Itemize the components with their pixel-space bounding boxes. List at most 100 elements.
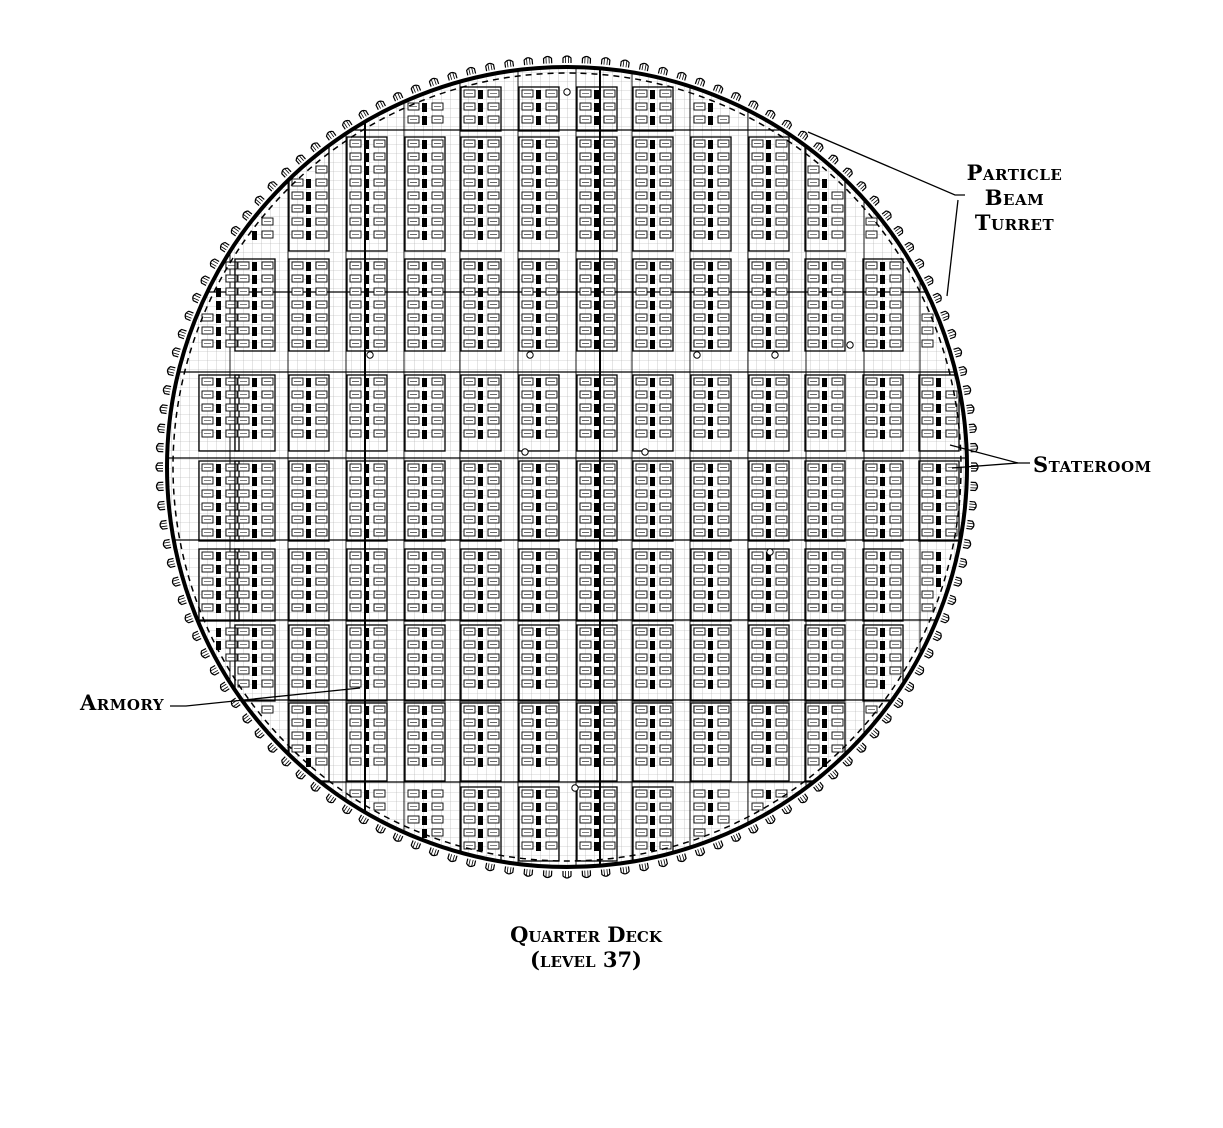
bunk [635,390,648,399]
bunk [865,313,878,322]
bunk [635,666,648,675]
bunk [659,390,672,399]
turret-icon [828,769,839,780]
turret-icon [192,630,202,642]
bunk [889,502,902,511]
bunk [635,841,648,850]
bunk [659,191,672,200]
bunk [261,287,274,296]
bunk [693,502,706,511]
bunk [751,300,764,309]
bunk [487,261,500,270]
bunk [889,261,902,270]
bunk [889,463,902,472]
bunk [865,416,878,425]
bunk [603,731,616,740]
bunk [635,326,648,335]
bunk [635,89,648,98]
bunk [603,300,616,309]
bunk [775,744,788,753]
turret-icon [657,858,668,868]
bunk [751,403,764,412]
bunk [201,313,214,322]
bunk [659,261,672,270]
bunk [603,744,616,753]
bunk [807,666,820,675]
turret-icon [856,742,867,753]
bunk [373,731,386,740]
turret-icon [358,814,369,825]
bunk [545,802,558,811]
bunk [693,828,706,837]
bunk [545,165,558,174]
bunk [431,564,444,573]
bunk [407,528,420,537]
bunk [373,640,386,649]
bunk [545,828,558,837]
bunk [291,403,304,412]
bunk [603,489,616,498]
bunk [603,802,616,811]
bunk [349,757,362,766]
bunk [431,528,444,537]
bunk [487,744,500,753]
bunk [487,377,500,386]
bunk [237,463,250,472]
bunk [407,326,420,335]
bunk [545,139,558,148]
bunk [635,802,648,811]
bunk [463,204,476,213]
bunk [487,627,500,636]
turret-icon [748,100,759,110]
bunk [889,627,902,636]
bunk [579,377,592,386]
bunk [349,577,362,586]
bunk [407,115,420,124]
bunk [225,403,238,412]
bunk [635,274,648,283]
turret-icon [638,62,649,72]
turret-icon [958,557,968,568]
bunk [521,551,534,560]
bunk [291,377,304,386]
bunk [775,230,788,239]
bunk [431,429,444,438]
bunk [603,789,616,798]
turret-icon [392,832,404,842]
bunk [349,416,362,425]
turret-icon [958,366,968,377]
bunk [579,230,592,239]
bunk [291,476,304,485]
turret-icon [797,130,809,141]
bunk [889,339,902,348]
bunk [579,463,592,472]
bunk [603,815,616,824]
turret-leader-line-2 [946,199,959,297]
bunk [237,339,250,348]
bunk [545,463,558,472]
bunk [291,416,304,425]
bunk [545,274,558,283]
bunk [717,744,730,753]
bunk [521,274,534,283]
bunk [291,191,304,200]
bunk [373,274,386,283]
stateroom-label: Stateroom [1033,452,1152,477]
bunk [635,640,648,649]
turret-icon [676,71,687,81]
bunk [201,577,214,586]
bunk [463,230,476,239]
bunk [261,377,274,386]
bunk [237,313,250,322]
bunk [579,718,592,727]
bunk [237,300,250,309]
bunk [521,718,534,727]
bunk [775,204,788,213]
bunk [431,274,444,283]
bunk [635,429,648,438]
bunk [463,300,476,309]
bunk [751,515,764,524]
bunk [521,502,534,511]
turret-icon [966,519,975,530]
bunk [261,230,274,239]
